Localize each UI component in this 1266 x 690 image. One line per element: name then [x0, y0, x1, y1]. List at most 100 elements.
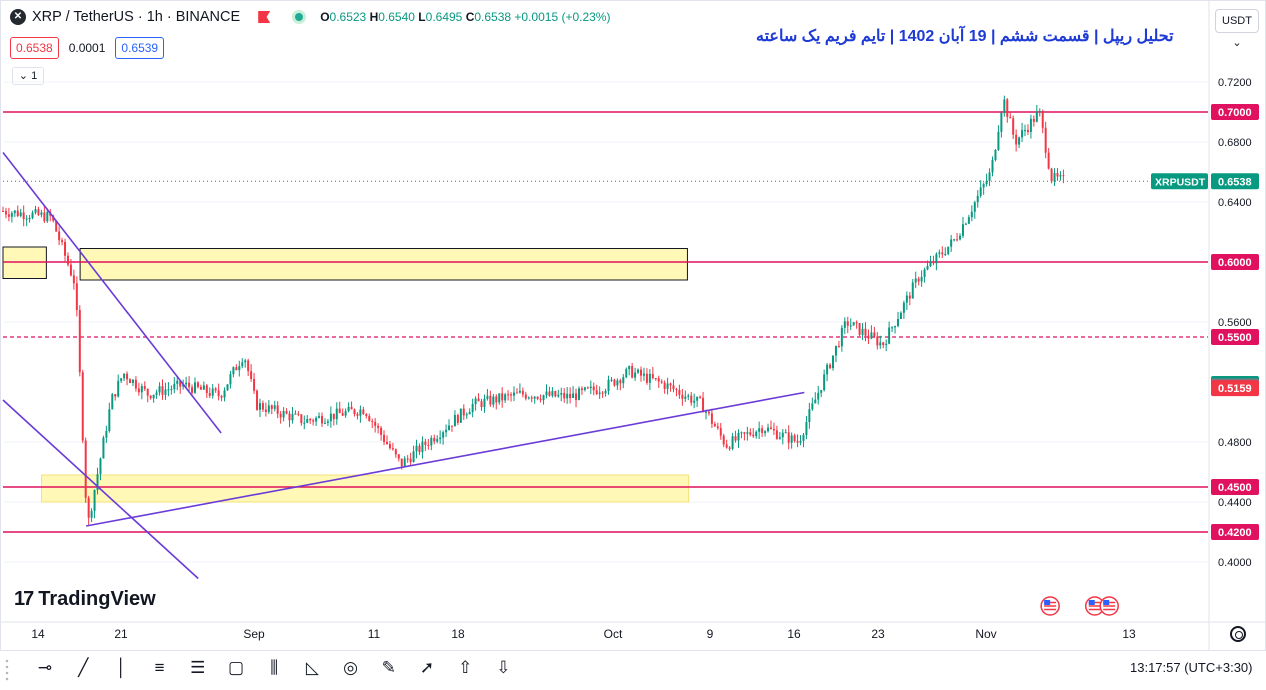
sell-price-button[interactable]: 0.6538	[10, 37, 59, 59]
candle-body	[817, 392, 820, 400]
candle-body	[13, 210, 16, 214]
buy-price-button[interactable]: 0.6539	[115, 37, 165, 59]
candle-body	[985, 180, 988, 185]
currency-button[interactable]: USDT ⌄	[1215, 9, 1259, 49]
candle-body	[294, 413, 297, 415]
candle-body	[855, 322, 858, 324]
time-tick-label: 21	[114, 627, 128, 641]
candle-body	[631, 366, 634, 378]
symbol-title[interactable]: XRP / TetherUS · 1h · BINANCE	[32, 9, 241, 25]
rectangle-tool-icon[interactable]: ▢	[227, 658, 245, 677]
toolbar-grip-icon[interactable]	[4, 658, 10, 682]
zones-layer	[2, 246, 690, 503]
candle-body	[539, 398, 542, 401]
candle-body	[876, 336, 879, 346]
candle-body	[273, 405, 276, 409]
candle-body	[991, 160, 994, 173]
candle-body	[642, 373, 645, 376]
candle-body	[143, 386, 146, 389]
candle-body	[713, 423, 716, 427]
triangle-pattern-tool-icon[interactable]: ◺	[305, 658, 319, 677]
candle-body	[232, 367, 235, 375]
candle-body	[575, 393, 578, 400]
flag-icon[interactable]	[258, 11, 271, 23]
time-tick-label: 9	[707, 627, 714, 641]
long-position-tool-icon[interactable]: ⫼	[270, 658, 279, 677]
candle-body	[258, 403, 261, 410]
price-label-text: 0.4500	[1218, 482, 1252, 494]
candle-body	[365, 414, 368, 417]
candle-body	[134, 379, 137, 389]
candle-body	[486, 395, 489, 399]
candle-body	[238, 366, 241, 371]
candle-body	[577, 388, 580, 400]
horizontal-ray-tool-icon[interactable]: ⊸	[37, 658, 53, 677]
candle-body	[46, 211, 49, 222]
candle-body	[675, 389, 678, 391]
candle-body	[994, 149, 997, 161]
candle-body	[99, 458, 102, 475]
candle-body	[459, 408, 462, 423]
candle-body	[808, 409, 811, 423]
candle-body	[368, 416, 371, 421]
time-tick-label: Nov	[975, 627, 996, 641]
candle-body	[640, 369, 643, 376]
candle-body	[69, 264, 72, 276]
candle-body	[1026, 130, 1029, 132]
candle-body	[108, 409, 111, 431]
candle-body	[235, 367, 238, 371]
last-price-text: 0.6538	[1218, 176, 1252, 188]
candle-body	[873, 332, 876, 337]
candle-body	[716, 426, 719, 429]
candle-body	[1021, 130, 1024, 138]
candle-body	[199, 387, 202, 390]
trend-line-tool-icon[interactable]: ╱	[78, 658, 89, 677]
clock-readout[interactable]: 13:17:57 (UTC+3:30)	[1130, 660, 1253, 675]
candle-body	[1015, 134, 1018, 145]
candle-body	[267, 405, 270, 412]
candle-body	[406, 458, 409, 460]
candle-body	[864, 328, 867, 336]
time-tick-label: Sep	[243, 627, 265, 641]
price-label-box	[1211, 329, 1259, 345]
candle-body	[383, 434, 386, 442]
price-label-box	[1211, 380, 1259, 397]
candle-body	[829, 364, 832, 369]
candle-body	[211, 388, 214, 396]
cross-circle-tool-icon[interactable]: ◎	[343, 658, 359, 677]
fib-retracement-tool-icon[interactable]: ☰	[190, 658, 206, 677]
market-status-icon[interactable]	[292, 10, 307, 24]
drawing-toolbar	[0, 650, 1266, 690]
candle-body	[436, 439, 439, 442]
candle-body	[471, 403, 474, 413]
arrow-down-tool-icon[interactable]: ⇩	[496, 658, 511, 677]
gear-icon[interactable]	[1230, 626, 1246, 642]
candle-body	[321, 416, 324, 424]
indicators-toggle[interactable]: ⌄ 1	[12, 67, 44, 85]
brush-tool-icon[interactable]: ✎	[381, 658, 396, 677]
vertical-line-tool-icon[interactable]: │	[116, 658, 127, 677]
candle-body	[415, 445, 418, 452]
candle-body	[10, 213, 13, 217]
candle-body	[223, 390, 226, 398]
candle-body	[326, 421, 329, 423]
candle-body	[412, 451, 415, 463]
candle-body	[1029, 118, 1032, 132]
candle-body	[976, 195, 979, 203]
candle-body	[941, 252, 944, 255]
candle-body	[513, 392, 516, 396]
candle-body	[938, 252, 941, 254]
candle-body	[725, 444, 728, 448]
arrow-marker-tool-icon[interactable]: ➚	[419, 658, 435, 677]
candle-body	[140, 386, 143, 393]
arrow-up-tool-icon[interactable]: ⇧	[458, 658, 473, 677]
candle-body	[616, 380, 619, 386]
parallel-channel-tool-icon[interactable]: ≡	[154, 658, 165, 677]
candle-body	[137, 388, 140, 393]
candle-body	[1038, 110, 1041, 112]
candle-body	[66, 255, 69, 265]
session-flags-layer	[1040, 596, 1119, 616]
candle-body	[25, 218, 28, 220]
candle-body	[964, 223, 967, 225]
